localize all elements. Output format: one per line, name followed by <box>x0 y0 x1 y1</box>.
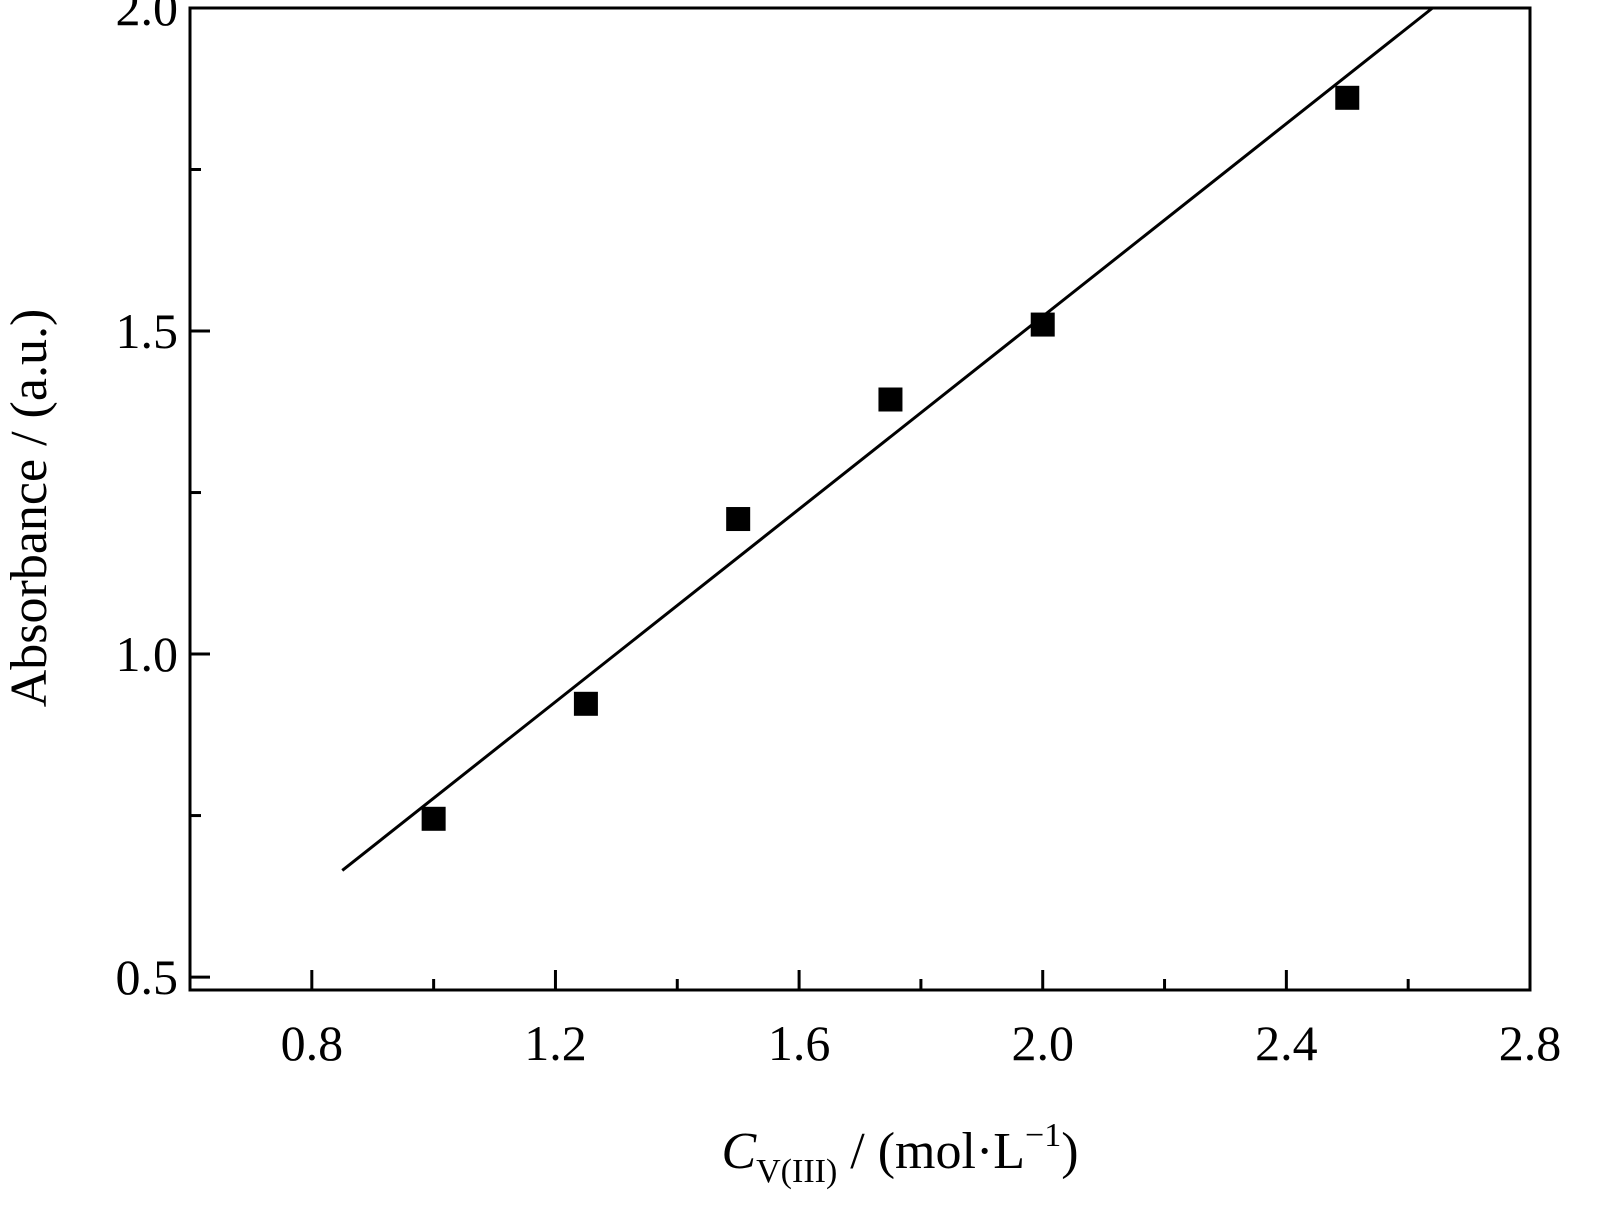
y-tick-label: 1.5 <box>116 303 179 359</box>
fit-line <box>341 6 1434 872</box>
x-axis-title-unit-suffix: ) <box>1061 1123 1078 1180</box>
data-point <box>1030 312 1055 337</box>
x-tick-label: 1.2 <box>524 1015 587 1071</box>
x-tick-label: 1.6 <box>768 1015 831 1071</box>
y-tick-label: 0.5 <box>116 949 179 1005</box>
x-axis-title: CV(III) / (mol·L−1) <box>721 1117 1078 1190</box>
x-tick-label: 2.4 <box>1255 1015 1318 1071</box>
data-point <box>573 691 598 716</box>
x-axis-title-unit-prefix: / (mol·L <box>837 1123 1025 1180</box>
x-tick-label: 0.8 <box>281 1015 344 1071</box>
fit-line-layer <box>341 6 1434 872</box>
x-axis-title-symbol: C <box>721 1123 757 1180</box>
data-point <box>726 507 751 532</box>
y-tick-label: 2.0 <box>116 0 179 36</box>
x-tick-label: 2.0 <box>1011 1015 1074 1071</box>
tick-labels-layer: 0.8 1.2 1.6 2.0 2.4 2.8 0.5 1.0 1.5 2.0 <box>116 0 1562 1071</box>
data-point <box>878 387 903 412</box>
data-point <box>1335 85 1360 110</box>
data-point <box>421 806 446 831</box>
points-layer <box>421 85 1360 831</box>
x-axis-title-subscript: V(III) <box>756 1153 837 1190</box>
y-tick-label: 1.0 <box>116 626 179 682</box>
x-tick-label: 2.8 <box>1499 1015 1562 1071</box>
x-axis-title-superscript: −1 <box>1025 1117 1061 1154</box>
y-axis-title: Absorbance / (a.u.) <box>1 309 58 708</box>
plot-frame <box>188 6 1532 992</box>
